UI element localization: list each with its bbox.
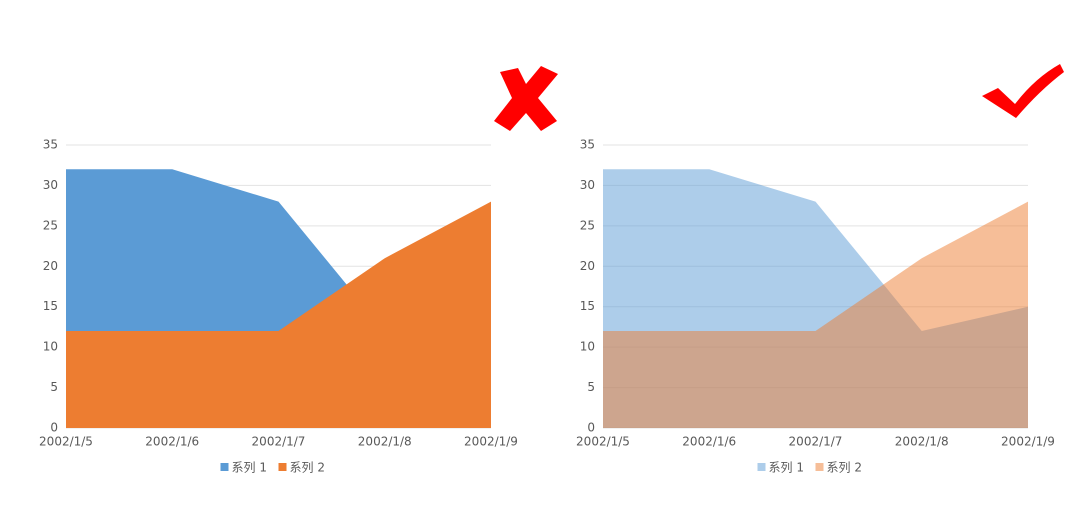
legend-swatch <box>757 463 766 471</box>
y-tick-label: 10 <box>580 340 595 354</box>
y-tick-label: 25 <box>580 218 595 232</box>
x-tick-label: 2002/1/5 <box>576 435 630 449</box>
y-tick-label: 20 <box>580 259 595 273</box>
legend-swatch <box>220 463 229 471</box>
right-icon <box>982 64 1064 118</box>
area <box>603 201 1028 428</box>
y-tick-label: 10 <box>43 340 58 354</box>
x-tick-label: 2002/1/8 <box>358 435 412 449</box>
x-tick-label: 2002/1/6 <box>145 435 199 449</box>
x-tick-label: 2002/1/7 <box>252 435 306 449</box>
y-tick-label: 5 <box>587 380 595 394</box>
y-tick-label: 25 <box>43 218 58 232</box>
wrong-icon <box>494 66 558 131</box>
cross-mark <box>494 66 558 131</box>
area <box>66 201 491 428</box>
y-tick-label: 30 <box>43 178 58 192</box>
x-tick-label: 2002/1/5 <box>39 435 93 449</box>
x-tick-label: 2002/1/7 <box>789 435 843 449</box>
y-tick-label: 20 <box>43 259 58 273</box>
x-tick-label: 2002/1/9 <box>464 435 518 449</box>
y-tick-label: 30 <box>580 178 595 192</box>
x-tick-label: 2002/1/9 <box>1001 435 1055 449</box>
check-mark <box>982 64 1064 118</box>
y-tick-label: 0 <box>50 421 58 435</box>
y-tick-label: 5 <box>50 380 58 394</box>
legend-label: 系列 1 <box>769 461 804 475</box>
y-tick-label: 15 <box>43 299 58 313</box>
x-tick-label: 2002/1/8 <box>895 435 949 449</box>
legend-swatch <box>815 463 824 471</box>
y-tick-label: 35 <box>580 138 595 152</box>
legend-label: 系列 2 <box>290 461 325 475</box>
x-tick-label: 2002/1/6 <box>682 435 736 449</box>
legend-label: 系列 1 <box>232 461 267 475</box>
y-tick-label: 0 <box>587 421 595 435</box>
legend-swatch <box>278 463 287 471</box>
y-tick-label: 35 <box>43 138 58 152</box>
y-tick-label: 15 <box>580 299 595 313</box>
legend-label: 系列 2 <box>827 461 862 475</box>
